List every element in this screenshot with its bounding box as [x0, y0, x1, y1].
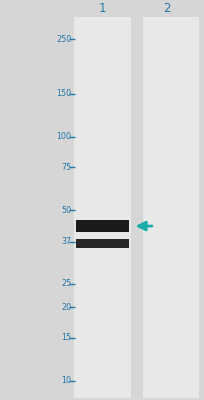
- Text: 250: 250: [56, 35, 71, 44]
- Text: 10: 10: [61, 376, 71, 385]
- Bar: [74, 17, 130, 398]
- Text: 2: 2: [162, 2, 170, 15]
- Bar: [142, 17, 198, 398]
- Text: 20: 20: [61, 303, 71, 312]
- Text: 50: 50: [61, 206, 71, 214]
- Text: 15: 15: [61, 333, 71, 342]
- Text: 25: 25: [61, 279, 71, 288]
- Text: 1: 1: [98, 2, 106, 15]
- Text: 100: 100: [56, 132, 71, 141]
- Text: 37: 37: [61, 238, 71, 246]
- Text: 150: 150: [56, 89, 71, 98]
- Text: 75: 75: [61, 162, 71, 172]
